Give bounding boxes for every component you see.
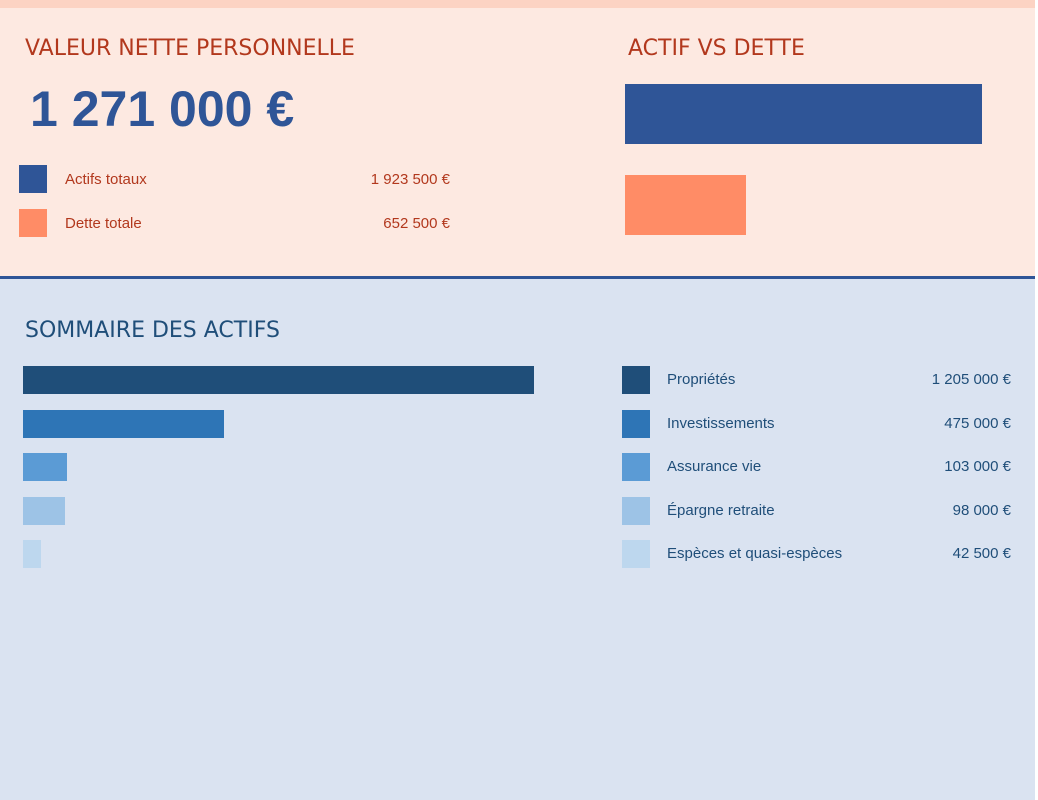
legend-swatch-0 bbox=[622, 366, 650, 394]
asset-vs-debt-bar-1 bbox=[625, 175, 747, 235]
legend-value-2: 103 000 € bbox=[944, 458, 1011, 475]
asset-vs-debt-title: ACTIF VS DETTE bbox=[628, 36, 805, 61]
net-worth-value: 1 271 000 € bbox=[30, 81, 295, 137]
asset-bar-3 bbox=[23, 496, 65, 525]
legend-swatch-1 bbox=[622, 409, 650, 438]
legend-label-4: Espèces et quasi-espèces bbox=[667, 545, 843, 562]
asset-summary-title: SOMMAIRE DES ACTIFS bbox=[25, 318, 280, 343]
net-worth-title: VALEUR NETTE PERSONNELLE bbox=[25, 36, 355, 61]
legend-swatch-2 bbox=[622, 453, 650, 481]
asset-bar-2 bbox=[23, 453, 67, 481]
legend-value-4: 42 500 € bbox=[952, 545, 1011, 562]
total-assets-label: Actifs totaux bbox=[65, 171, 147, 188]
asset-bar-4 bbox=[23, 540, 42, 568]
total-assets-value: 1 923 500 € bbox=[370, 171, 450, 188]
legend-label-0: Propriétés bbox=[667, 371, 736, 388]
legend-value-3: 98 000 € bbox=[952, 501, 1011, 519]
total-debt-value: 652 500 € bbox=[383, 215, 450, 232]
asset-bar-1 bbox=[23, 409, 225, 438]
legend-value-0: 1 205 000 € bbox=[931, 371, 1011, 388]
asset-bar-0 bbox=[23, 366, 534, 394]
legend-label-2: Assurance vie bbox=[667, 458, 762, 475]
legend-value-1: 475 000 € bbox=[944, 414, 1011, 432]
asset-vs-debt-bar-0 bbox=[625, 84, 982, 144]
section-divider bbox=[0, 276, 1035, 279]
legend-label-3: Épargne retraite bbox=[667, 501, 775, 519]
total-debt-swatch bbox=[19, 209, 47, 237]
legend-label-1: Investissements bbox=[667, 414, 775, 432]
total-assets-swatch bbox=[19, 165, 47, 193]
total-debt-label: Dette totale bbox=[65, 215, 142, 232]
legend-swatch-4 bbox=[622, 540, 650, 568]
legend-swatch-3 bbox=[622, 496, 650, 525]
top-band bbox=[0, 0, 1035, 8]
asset-summary-panel bbox=[0, 279, 1035, 800]
